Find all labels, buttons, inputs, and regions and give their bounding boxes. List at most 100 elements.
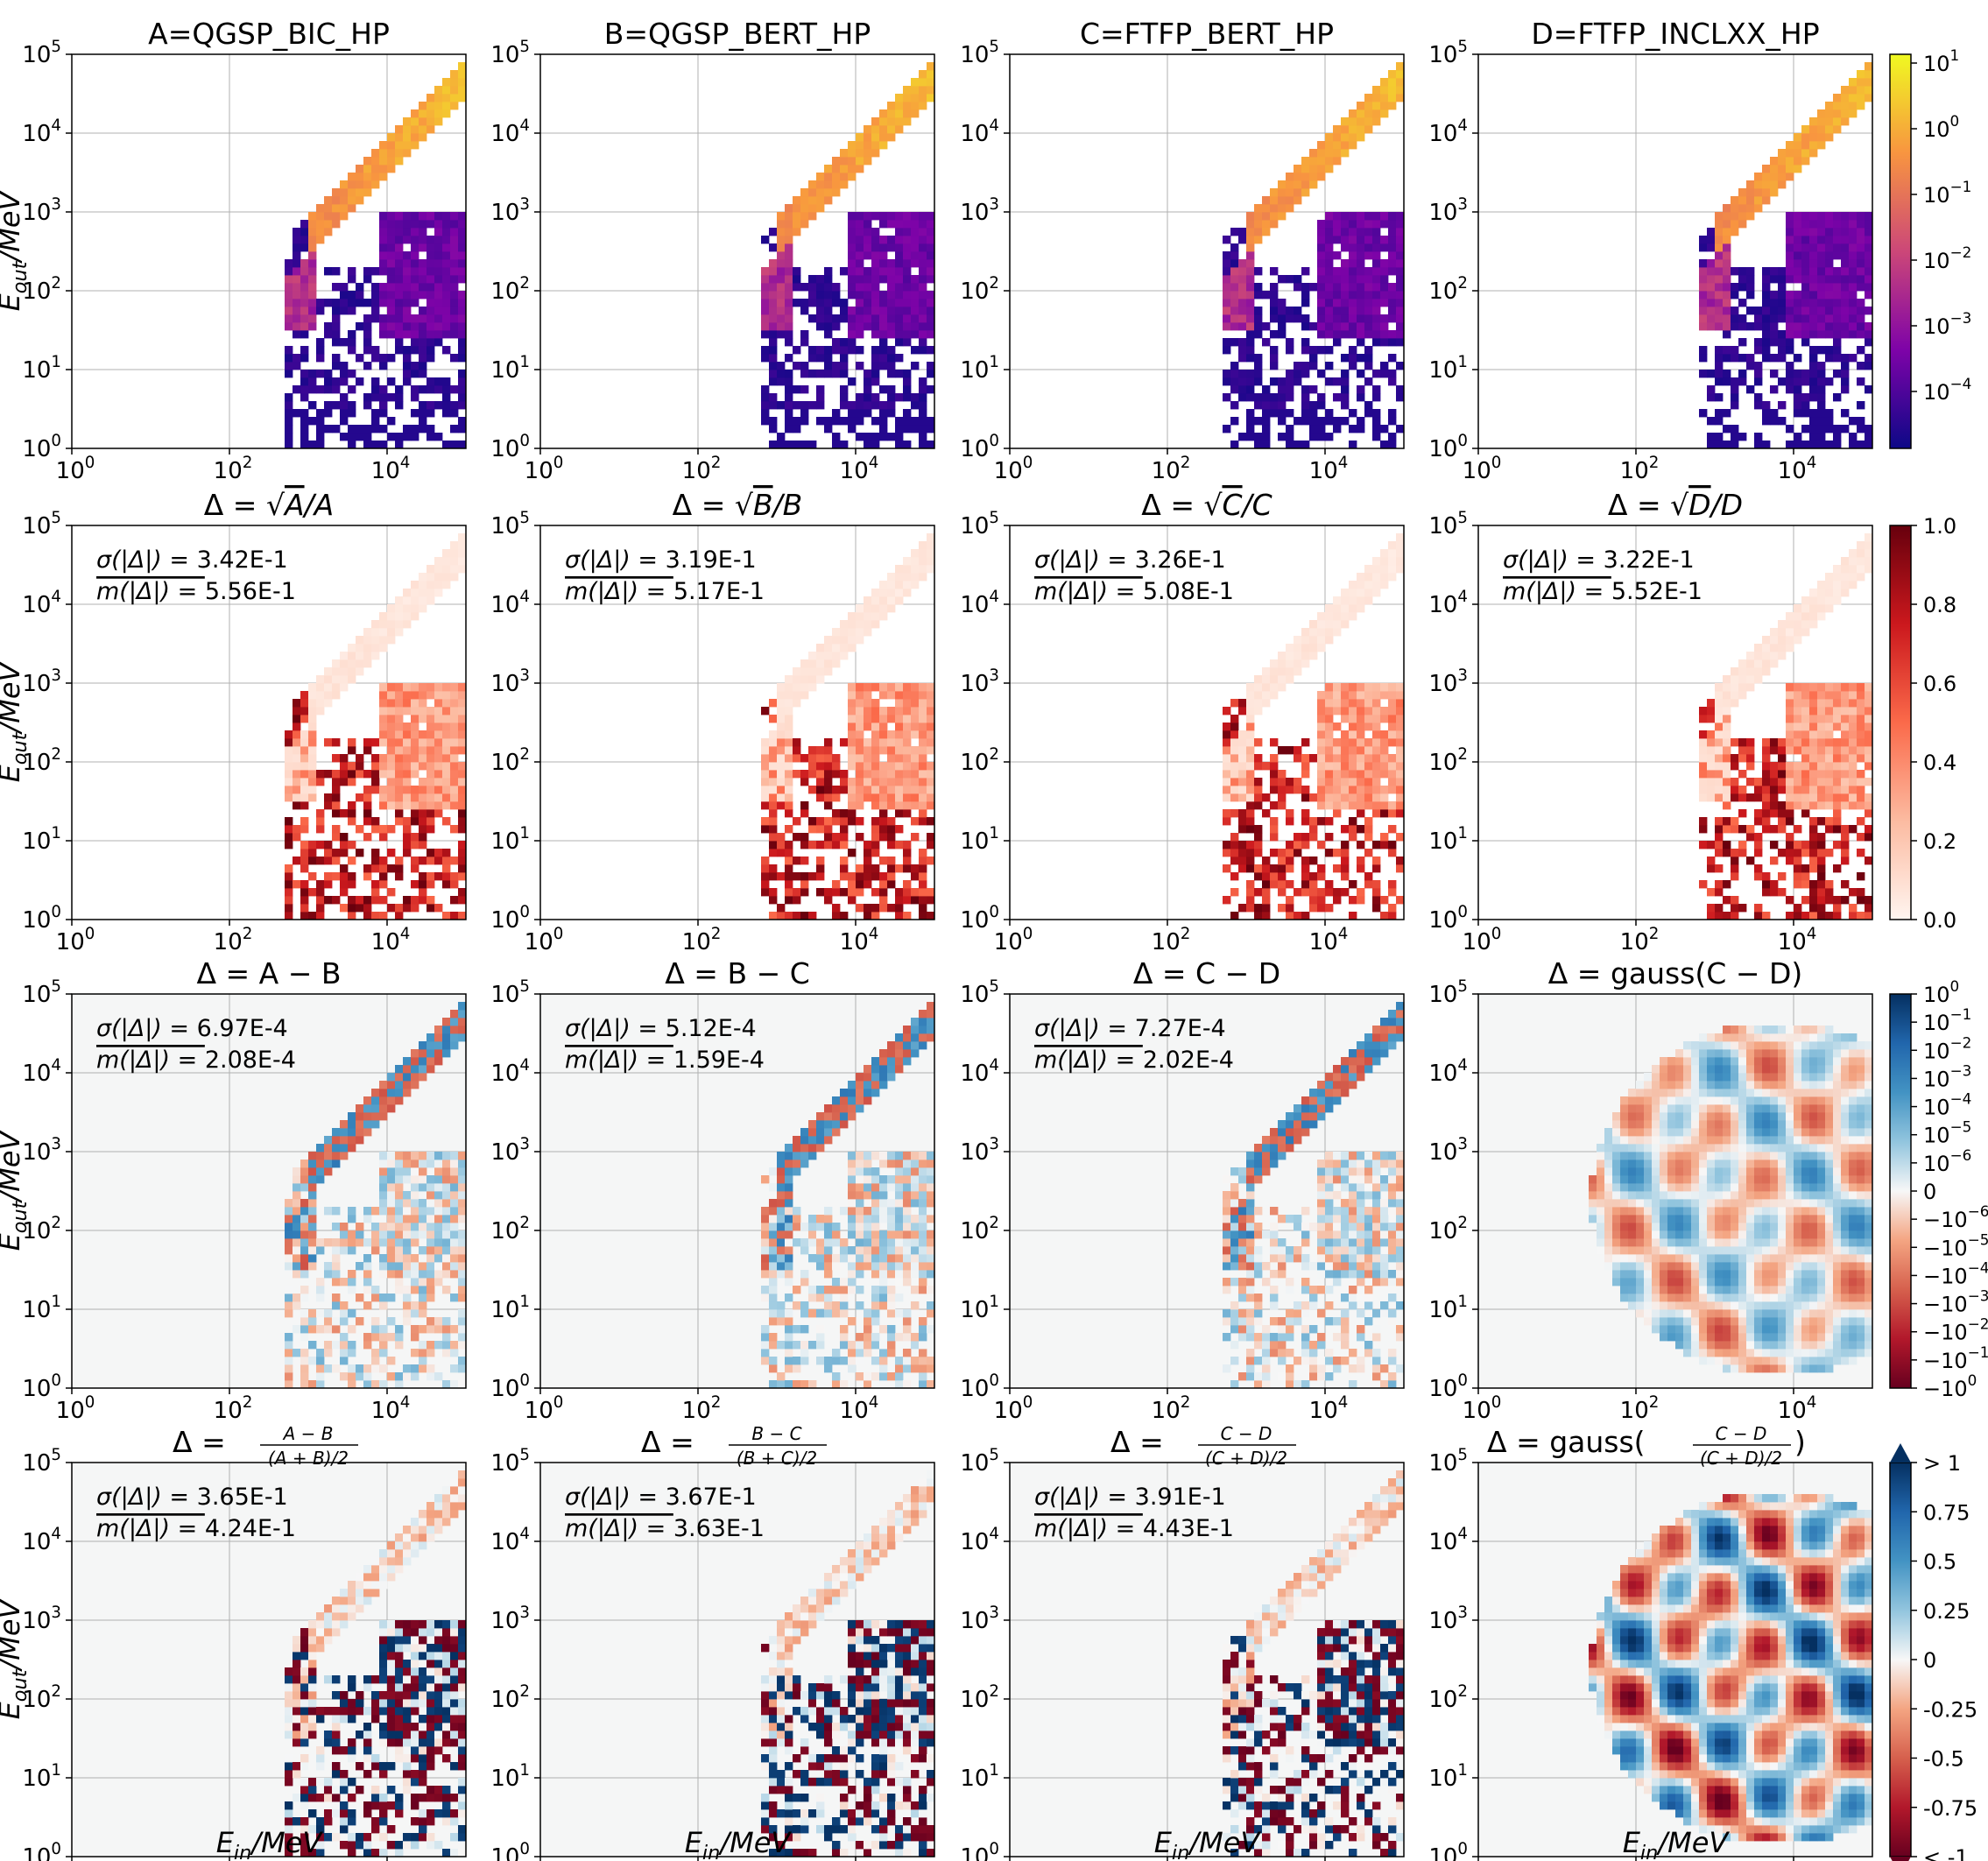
heatmap-cell bbox=[871, 417, 880, 426]
heatmap-cell bbox=[1786, 730, 1794, 739]
heatmap-cell bbox=[332, 338, 341, 347]
heatmap-cell bbox=[785, 715, 793, 723]
heatmap-cell bbox=[785, 754, 793, 763]
heatmap-cell bbox=[1794, 841, 1802, 849]
heatmap-cell bbox=[895, 589, 904, 597]
heatmap-cell bbox=[379, 825, 388, 834]
heatmap-cell bbox=[1254, 401, 1263, 410]
heatmap-cell bbox=[450, 78, 459, 87]
heatmap-cell bbox=[450, 401, 459, 410]
heatmap-cell bbox=[395, 620, 404, 629]
heatmap-cell bbox=[871, 354, 880, 363]
heatmap-cell bbox=[1372, 557, 1381, 566]
heatmap-cell bbox=[332, 849, 341, 857]
heatmap-cell bbox=[879, 409, 888, 418]
heatmap-cell bbox=[332, 778, 341, 786]
heatmap-cell bbox=[411, 283, 419, 292]
heatmap-cell bbox=[824, 746, 833, 755]
heatmap-cell bbox=[387, 165, 396, 173]
heatmap-cell bbox=[856, 299, 864, 307]
heatmap-cell bbox=[442, 243, 451, 252]
heatmap-cell bbox=[793, 346, 801, 355]
heatmap-cell bbox=[1794, 314, 1802, 323]
heatmap-cell bbox=[1396, 322, 1405, 331]
heatmap-cell bbox=[1801, 746, 1810, 755]
heatmap-cell bbox=[1738, 283, 1747, 292]
heatmap-cell bbox=[348, 196, 356, 205]
heatmap-cell bbox=[1238, 904, 1247, 913]
heatmap-cell bbox=[332, 1238, 341, 1247]
heatmap-cell bbox=[1817, 612, 1826, 621]
heatmap-cell bbox=[1238, 385, 1247, 394]
heatmap-cell bbox=[911, 291, 920, 300]
heatmap-cell bbox=[1325, 267, 1334, 276]
heatmap-cell bbox=[442, 78, 451, 87]
heatmap-cell bbox=[1786, 620, 1794, 629]
heatmap-cell bbox=[340, 196, 349, 205]
heatmap-cell bbox=[793, 220, 801, 229]
heatmap-cell bbox=[1317, 628, 1326, 637]
heatmap-cell bbox=[1841, 896, 1850, 905]
heatmap-cell bbox=[1809, 849, 1818, 857]
heatmap-cell bbox=[395, 133, 404, 142]
y-tick-label: 102 bbox=[960, 274, 999, 305]
heatmap-cell bbox=[1372, 589, 1381, 597]
heatmap-cell bbox=[434, 849, 443, 857]
heatmap-cell bbox=[379, 1199, 388, 1208]
heatmap-cell bbox=[777, 707, 786, 715]
heatmap-cell bbox=[1262, 433, 1271, 441]
heatmap-cell bbox=[442, 1018, 451, 1026]
heatmap-cell bbox=[879, 307, 888, 315]
heatmap-cell bbox=[1865, 565, 1873, 574]
heatmap-cell bbox=[293, 251, 301, 260]
heatmap-cell bbox=[1770, 762, 1779, 771]
heatmap-cell bbox=[777, 746, 786, 755]
heatmap-cell bbox=[1278, 667, 1287, 676]
heatmap-cell bbox=[927, 856, 935, 865]
heatmap-cell bbox=[1833, 864, 1842, 873]
heatmap-cell bbox=[308, 1160, 317, 1168]
heatmap-cell bbox=[450, 1223, 459, 1231]
heatmap-cell bbox=[387, 283, 396, 292]
heatmap-cell bbox=[871, 330, 880, 339]
heatmap-cell bbox=[785, 730, 793, 739]
heatmap-cell bbox=[879, 354, 888, 363]
heatmap-cell bbox=[879, 801, 888, 810]
heatmap-cell bbox=[1294, 180, 1302, 189]
heatmap-cell bbox=[1380, 786, 1389, 794]
heatmap-cell bbox=[887, 833, 896, 842]
heatmap-cell bbox=[324, 228, 333, 236]
heatmap-cell bbox=[1333, 267, 1342, 276]
heatmap-cell bbox=[1809, 441, 1818, 449]
heatmap-cell bbox=[1738, 849, 1747, 857]
heatmap-cell bbox=[1333, 683, 1342, 692]
heatmap-cell bbox=[1817, 314, 1826, 323]
heatmap-cell bbox=[887, 370, 896, 378]
heatmap-cell bbox=[387, 723, 396, 731]
heatmap-cell bbox=[1723, 825, 1731, 834]
heatmap-cell bbox=[1301, 370, 1310, 378]
heatmap-cell bbox=[1865, 778, 1873, 786]
heatmap-cell bbox=[879, 417, 888, 426]
heatmap-cell bbox=[832, 180, 841, 189]
heatmap-cell bbox=[419, 746, 427, 755]
heatmap-cell bbox=[1731, 872, 1739, 881]
heatmap-cell bbox=[442, 86, 451, 95]
heatmap-cell bbox=[1254, 762, 1263, 771]
heatmap-cell bbox=[1246, 259, 1255, 268]
heatmap-cell bbox=[411, 212, 419, 221]
heatmap-cell bbox=[1309, 149, 1318, 158]
heatmap-cell bbox=[442, 683, 451, 692]
heatmap-cell bbox=[919, 557, 927, 566]
heatmap-cell bbox=[1707, 275, 1716, 284]
heatmap-cell bbox=[1857, 912, 1865, 920]
heatmap-cell bbox=[879, 581, 888, 589]
heatmap-cell bbox=[1341, 417, 1350, 426]
heatmap-cell bbox=[800, 841, 809, 849]
heatmap-cell bbox=[1380, 220, 1389, 229]
heatmap-cell bbox=[1746, 659, 1755, 668]
heatmap-cell bbox=[1754, 188, 1763, 197]
heatmap-cell bbox=[1707, 770, 1716, 779]
heatmap-cell bbox=[450, 94, 459, 102]
heatmap-cell bbox=[403, 596, 412, 605]
